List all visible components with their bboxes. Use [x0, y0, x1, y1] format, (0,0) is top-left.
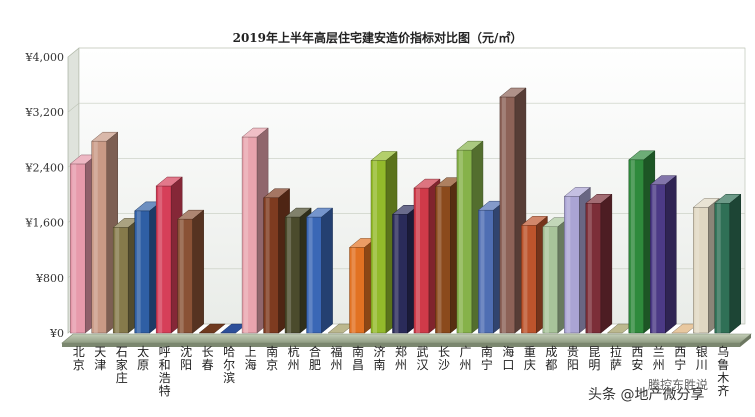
bar-highlight [695, 207, 700, 333]
watermark: 头条 @地产微分享 腾控东胜说 [588, 378, 748, 408]
x-tick-label: 南昌 [352, 344, 364, 372]
y-tick-label: ¥2,400 [25, 161, 65, 174]
bar-top [198, 323, 226, 334]
x-tick-label: 西安 [631, 345, 643, 372]
chart-floor-edge [62, 343, 740, 347]
y-tick-label: ¥4,000 [25, 51, 65, 64]
bar [284, 207, 312, 334]
bar [198, 323, 226, 334]
x-tick-label: 兰州 [653, 345, 665, 372]
y-tick-label: ¥3,200 [25, 106, 65, 119]
x-tick-label: 石家庄 [116, 345, 128, 385]
x-tick-label: 郑州 [395, 344, 407, 372]
x-tick-label: 南京 [266, 344, 278, 372]
x-tick-label: 济南 [374, 344, 386, 372]
y-tick-label: ¥1,600 [25, 217, 65, 230]
bar-highlight [630, 159, 635, 333]
bar-side [600, 193, 613, 334]
bar-side [729, 193, 742, 334]
x-tick-label: 昆明 [588, 345, 600, 372]
chart-floor-side [740, 334, 751, 347]
bar [305, 207, 334, 334]
bar-highlight [544, 226, 549, 333]
watermark-credit: 腾控东胜说 [648, 378, 709, 392]
x-tick-label: 长春 [202, 345, 214, 372]
bar-highlight [437, 186, 442, 333]
bar-highlight [394, 214, 399, 333]
bar-highlight [523, 225, 528, 333]
x-tick-label: 海口 [502, 344, 514, 372]
x-tick-label: 南宁 [481, 344, 493, 372]
bar [176, 209, 205, 334]
bar-highlight [480, 210, 485, 333]
bars [69, 87, 742, 334]
bar-highlight [652, 184, 657, 333]
bar-highlight [287, 217, 292, 333]
x-tick-label: 太原 [137, 344, 149, 372]
x-tick-label: 成都 [545, 345, 557, 372]
x-tick-label: 北京 [73, 345, 85, 372]
x-tick-label: 广州 [459, 345, 471, 372]
gridline-side [67, 102, 80, 113]
bar-highlight [136, 210, 141, 333]
x-tick-label: 银川 [696, 345, 708, 372]
y-tick-label: ¥0 [49, 327, 64, 340]
bar-highlight [351, 247, 356, 333]
bar-highlight [587, 203, 592, 333]
bar-highlight [179, 219, 184, 333]
x-tick-label: 上海 [245, 345, 257, 372]
bar [585, 193, 613, 334]
bar-highlight [716, 203, 721, 333]
x-tick-label: 合肥 [309, 344, 321, 372]
bar-side [192, 209, 204, 334]
x-tick-label: 贵阳 [567, 345, 579, 372]
bar [649, 175, 678, 334]
x-axis-labels: 北京天津石家庄太原呼和浩特沈阳长春哈尔滨上海南京杭州合肥福州南昌济南郑州武汉长沙… [73, 344, 730, 398]
bar-highlight [72, 163, 77, 333]
bar-highlight [566, 196, 571, 333]
bar-highlight [501, 97, 506, 334]
bar-highlight [115, 227, 120, 333]
chart-floor-top [61, 333, 752, 344]
bar-highlight [265, 197, 270, 333]
bar-side [321, 207, 333, 334]
x-tick-label: 天津 [94, 345, 106, 372]
bar-highlight [373, 160, 378, 333]
x-tick-label: 西宁 [674, 345, 686, 372]
chart-title: 2019年上半年高层住宅建安造价指标对比图（元/㎡） [232, 31, 523, 45]
bar-highlight [93, 141, 98, 333]
x-tick-label: 乌鲁木齐 [717, 344, 729, 398]
x-tick-label: 呼和浩特 [159, 345, 171, 398]
x-tick-label: 拉萨 [610, 344, 622, 372]
x-tick-label: 杭州 [288, 344, 300, 372]
x-tick-label: 重庆 [524, 345, 536, 372]
x-tick-label: 哈尔滨 [223, 345, 235, 385]
gridline-side [67, 47, 80, 58]
y-tick-label: ¥800 [35, 272, 64, 285]
bar-highlight [158, 186, 163, 333]
x-tick-label: 福州 [331, 344, 343, 372]
bar-highlight [244, 137, 249, 333]
watermark-text: 头条 @地产微分享 [588, 387, 705, 403]
bar-highlight [458, 150, 463, 333]
bar-highlight [415, 188, 420, 333]
x-tick-label: 武汉 [416, 345, 428, 372]
bar-highlight [308, 217, 313, 333]
x-tick-label: 沈阳 [180, 344, 192, 372]
y-axis-ticks: ¥0 ¥800 ¥1,600 ¥2,400 ¥3,200 ¥4,000 [25, 51, 65, 340]
x-tick-label: 长沙 [438, 345, 450, 372]
bar [714, 193, 742, 334]
bar-side [665, 175, 677, 334]
bar [499, 87, 527, 334]
